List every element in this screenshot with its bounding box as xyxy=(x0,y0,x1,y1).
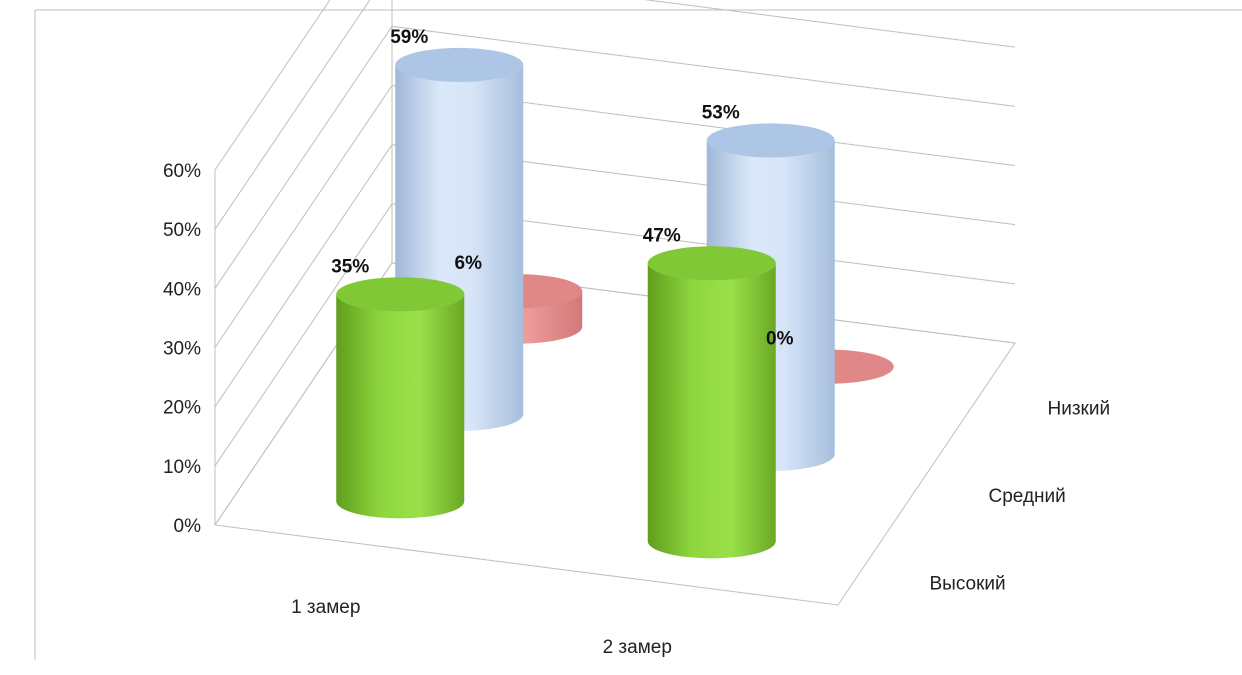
bar-top xyxy=(395,47,524,82)
data-label: 0% xyxy=(766,329,794,350)
gridline xyxy=(214,84,1016,348)
series-label: Средний xyxy=(989,486,1066,507)
y-tick-label: 20% xyxy=(163,398,201,419)
data-label: 35% xyxy=(331,256,369,277)
data-label: 47% xyxy=(643,225,681,246)
category-labels: 1 замер 2 замер xyxy=(291,597,672,658)
gridline xyxy=(214,0,1016,230)
series-label: Низкий xyxy=(1048,399,1111,420)
y-tick-label: 0% xyxy=(174,516,202,537)
gridline xyxy=(214,203,1016,467)
bar-body xyxy=(336,294,465,519)
depth-series-labels: Высокий Средний Низкий xyxy=(930,399,1111,595)
bar-top xyxy=(336,277,465,312)
gridline xyxy=(214,25,1016,289)
y-tick-label: 10% xyxy=(163,457,201,478)
bar-body xyxy=(647,263,776,559)
data-labels: 6% 0% 59% 53% 35% 47% xyxy=(331,27,793,350)
y-axis-ticks: 0% 10% 20% 30% 40% 50% 60% xyxy=(163,161,201,537)
bar-cylinder xyxy=(336,277,465,519)
category-label: 1 замер xyxy=(291,597,360,618)
bar-cylinder xyxy=(647,246,776,559)
y-tick-label: 50% xyxy=(163,220,201,241)
gridline xyxy=(214,0,331,171)
bar-top xyxy=(647,246,776,281)
y-tick-label: 60% xyxy=(163,161,201,182)
data-label: 53% xyxy=(702,102,740,123)
bars xyxy=(336,47,894,559)
data-label: 6% xyxy=(455,253,483,274)
floor xyxy=(214,262,1016,606)
y-tick-label: 40% xyxy=(163,279,201,300)
category-label: 2 замер xyxy=(603,637,672,658)
data-label: 59% xyxy=(390,27,428,48)
bar-top xyxy=(706,123,835,158)
gridline xyxy=(214,262,1016,526)
y-tick-label: 30% xyxy=(163,339,201,360)
series-label: Высокий xyxy=(930,573,1006,594)
